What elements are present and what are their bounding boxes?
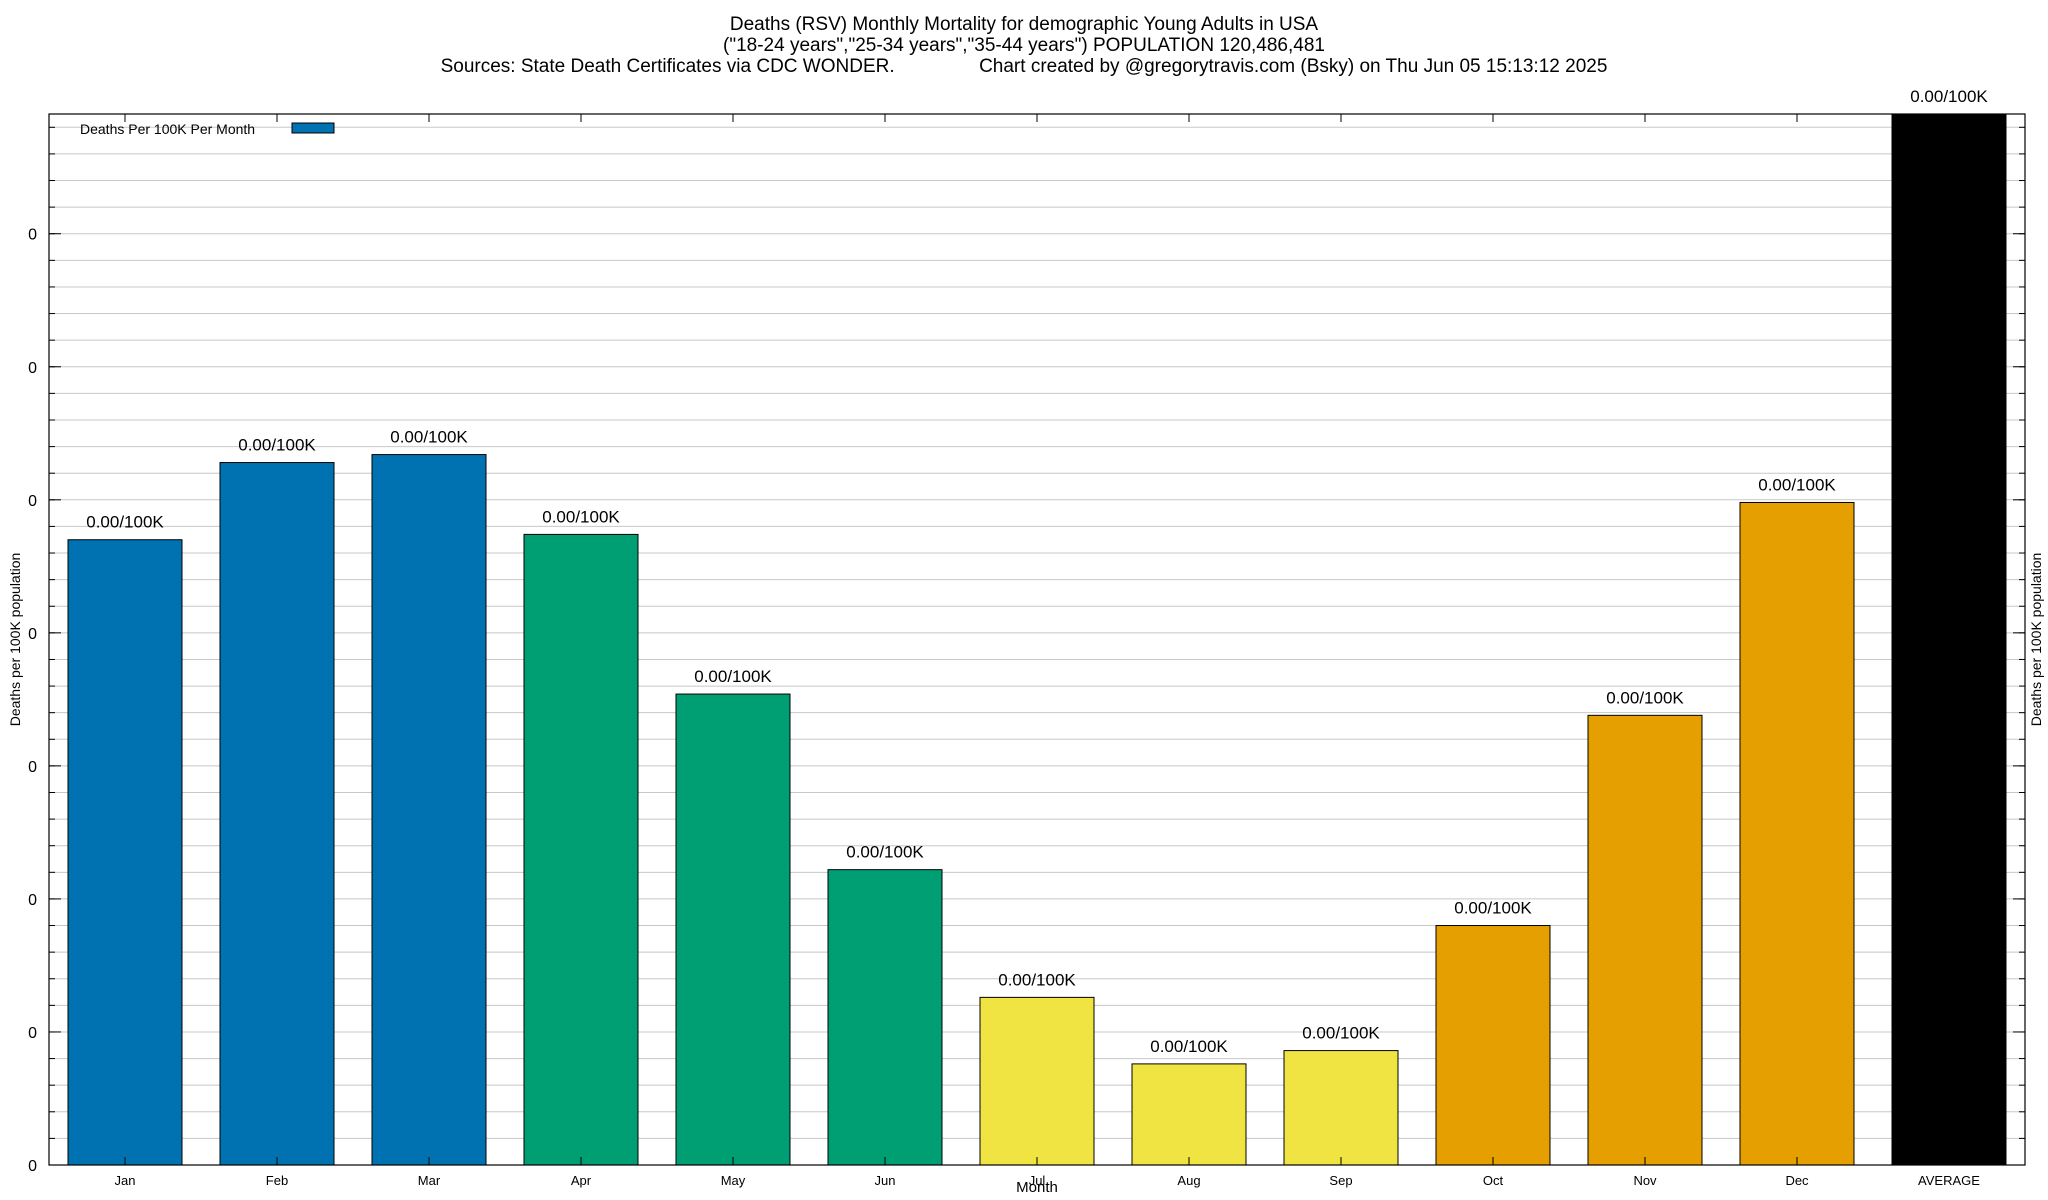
y-tick-label: 0 [28, 1025, 37, 1042]
y-axis-label-left: Deaths per 100K population [7, 553, 23, 727]
x-tick-label: Jun [875, 1173, 896, 1188]
bar-apr [523, 533, 639, 1166]
bar-value-label: 0.00/100K [1150, 1037, 1228, 1056]
chart-subtitle-sources: Sources: State Death Certificates via CD… [440, 56, 1608, 77]
bar-sep [1283, 1050, 1399, 1166]
x-tick-label: Jul [1029, 1173, 1046, 1188]
bar-value-label: 0.00/100K [1606, 688, 1684, 707]
x-tick-label: Mar [418, 1173, 441, 1188]
bar-value-label: 0.00/100K [846, 843, 924, 862]
x-tick-label: Oct [1483, 1173, 1504, 1188]
bar-value-label: 0.00/100K [998, 970, 1076, 989]
y-tick-label: 0 [28, 493, 37, 510]
bar-may [675, 693, 791, 1166]
bar-value-label: 0.00/100K [86, 513, 164, 532]
x-tick-label: Jan [115, 1173, 136, 1188]
bar-value-label: 0.00/100K [1758, 475, 1836, 494]
y-tick-label: 0 [28, 227, 37, 244]
chart-title: Deaths (RSV) Monthly Mortality for demog… [729, 14, 1319, 35]
bar-nov [1587, 714, 1703, 1166]
legend: Deaths Per 100K Per Month [80, 121, 335, 137]
bar-value-label: 0.00/100K [1302, 1024, 1380, 1043]
bar-jan [67, 539, 183, 1166]
y-tick-label: 0 [28, 892, 37, 909]
x-tick-label: AVERAGE [1918, 1173, 1980, 1188]
y-tick-label: 0 [28, 759, 37, 776]
bar-mar [371, 454, 487, 1166]
x-tick-label: Sep [1329, 1173, 1352, 1188]
x-tick-label: May [721, 1173, 746, 1188]
bar-value-label: 0.00/100K [1454, 899, 1532, 918]
chart-title-block: Deaths (RSV) Monthly Mortality for demog… [0, 14, 2048, 77]
bar-value-label: 0.00/100K [1910, 87, 1988, 106]
bar-aug [1131, 1063, 1247, 1166]
bar-jul [979, 996, 1095, 1166]
bar-feb [219, 462, 335, 1166]
bars: 0.00/100K 0.00/100K 0.00/100K 0.00/100K 0.00… [67, 87, 2007, 1166]
y-tick-label: 0 [28, 360, 37, 377]
x-tick-label: Nov [1633, 1173, 1657, 1188]
bar-jun [827, 869, 943, 1166]
x-tick-label: Feb [266, 1173, 288, 1188]
bar-average [1891, 113, 2007, 1166]
plot-frame [48, 113, 2026, 1166]
bar-value-label: 0.00/100K [694, 667, 772, 686]
bar-value-label: 0.00/100K [238, 436, 316, 455]
bar-oct [1435, 925, 1551, 1166]
chart-subtitle-population: ("18-24 years","25-34 years","35-44 year… [723, 35, 1325, 56]
y-tick-label: 0 [28, 626, 37, 643]
legend-label: Deaths Per 100K Per Month [80, 121, 255, 137]
bar-value-label: 0.00/100K [542, 507, 620, 526]
x-axis-label: Month [1016, 1179, 1058, 1196]
bar-dec [1739, 501, 1855, 1166]
y-tick-label: 0 [28, 1158, 37, 1175]
x-tick-label: Apr [571, 1173, 592, 1188]
legend-swatch [291, 122, 335, 134]
bar-value-label: 0.00/100K [390, 428, 468, 447]
y-axis-label-right: Deaths per 100K population [2028, 553, 2044, 727]
x-tick-label: Aug [1177, 1173, 1200, 1188]
x-tick-label: Dec [1785, 1173, 1809, 1188]
